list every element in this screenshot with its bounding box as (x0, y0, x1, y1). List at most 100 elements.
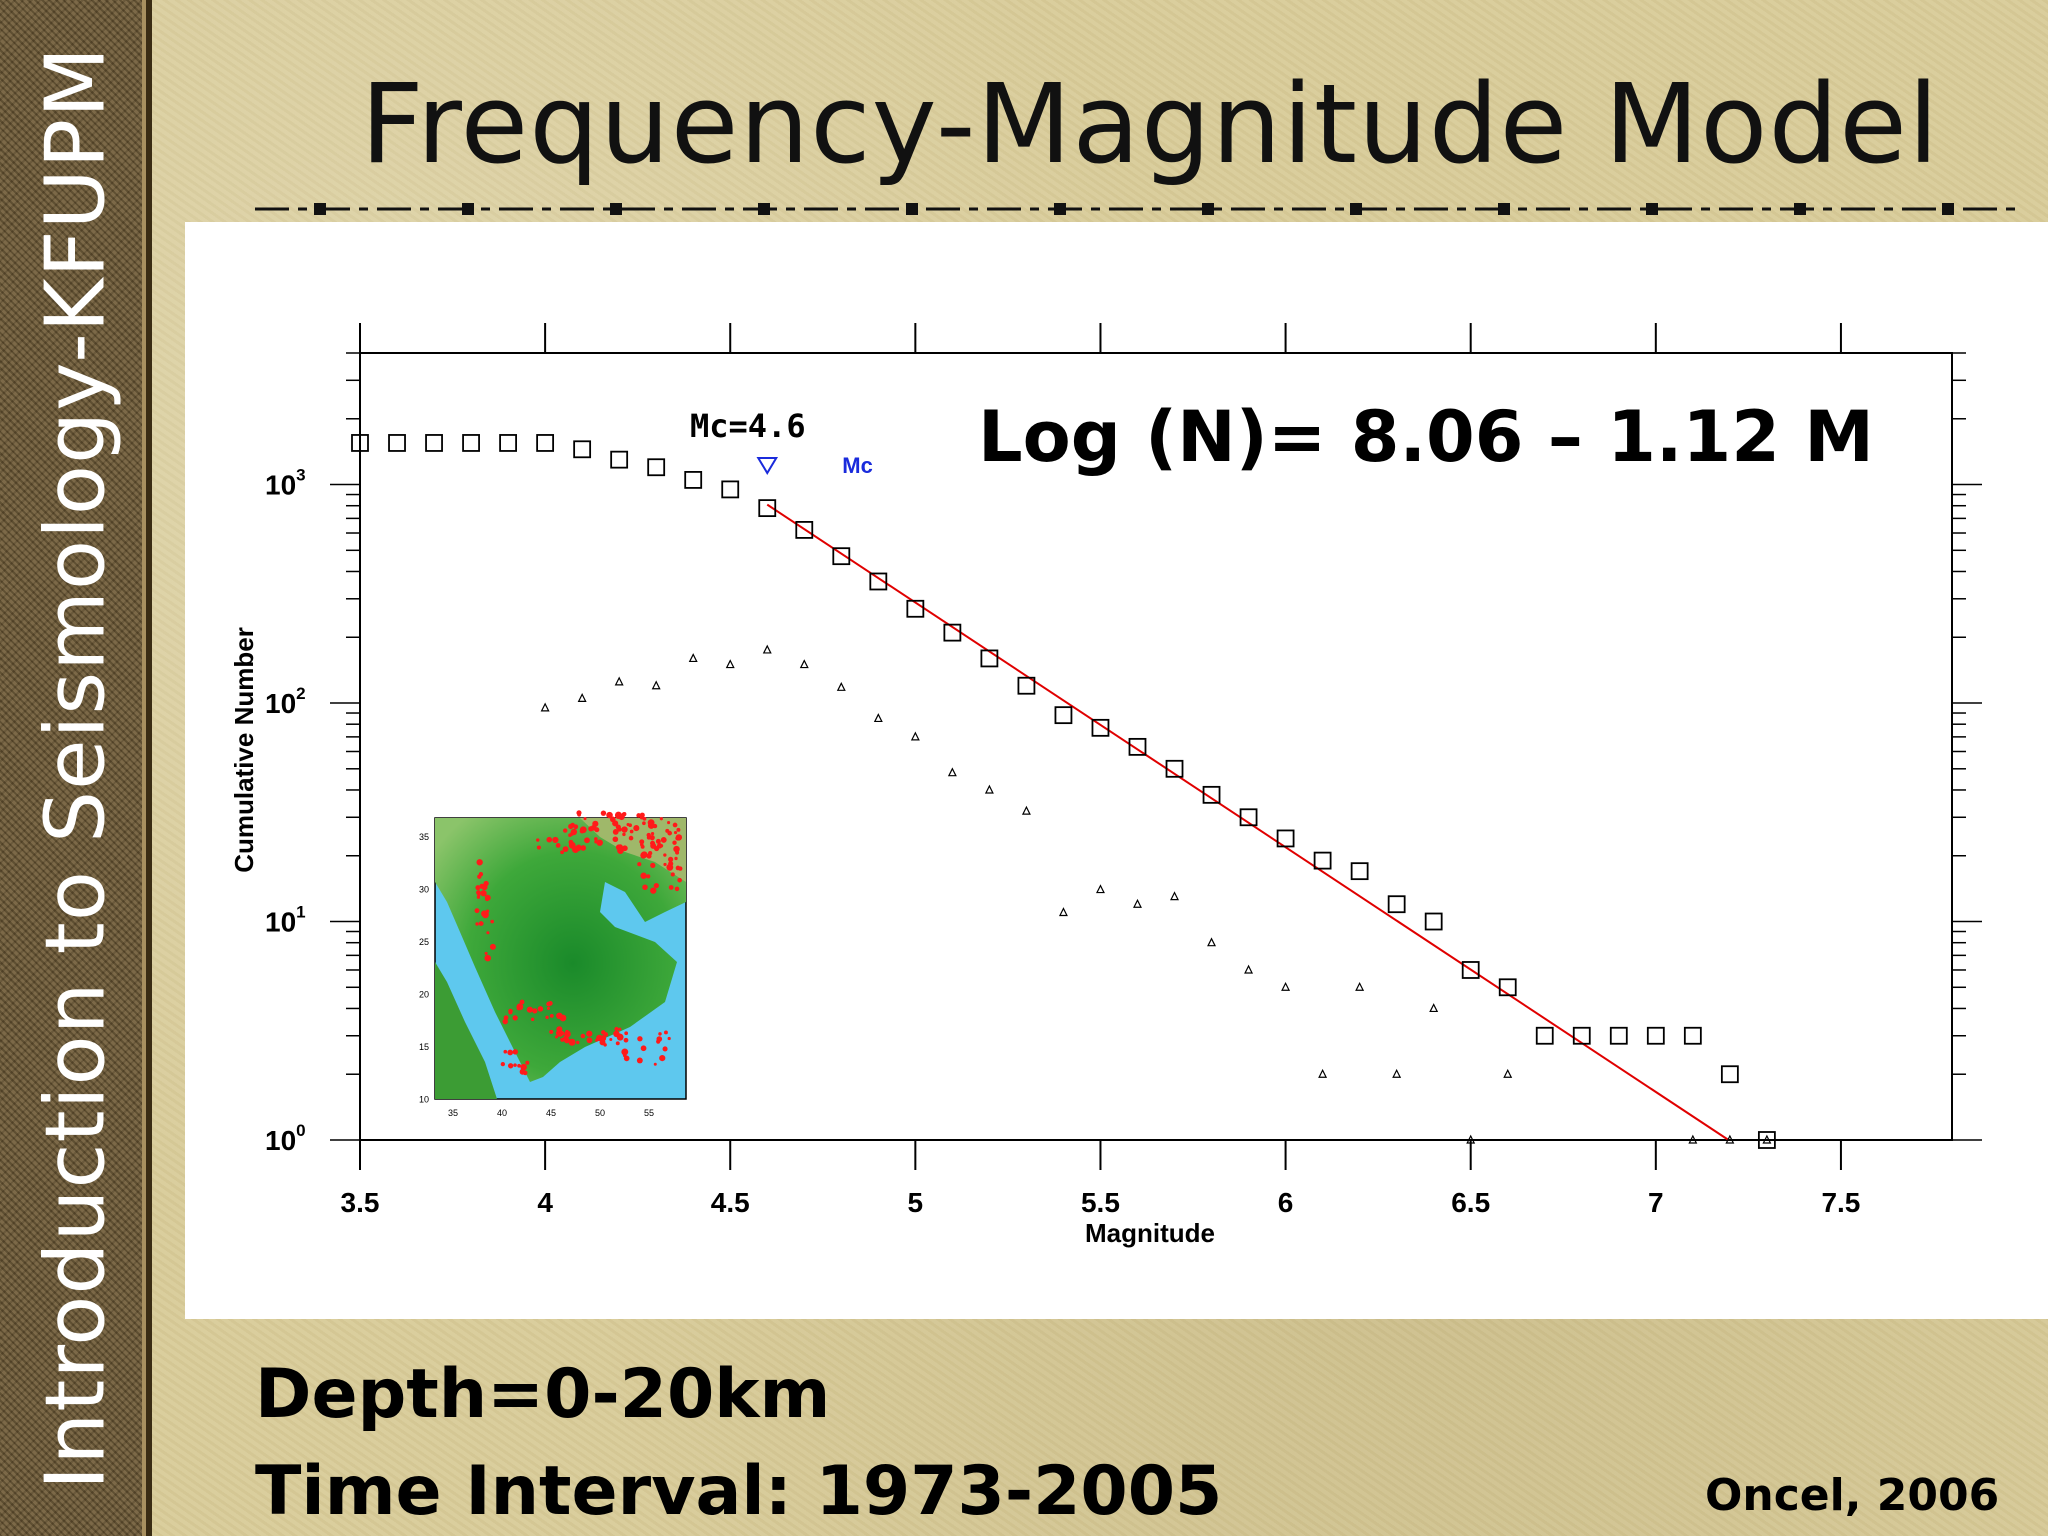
noncumulative-point (1058, 907, 1068, 917)
time-interval: Time Interval: 1973-2005 (255, 1452, 1223, 1531)
cumulative-point (647, 458, 666, 477)
inset-y-tick-label: 15 (419, 1042, 429, 1052)
noncumulative-point (577, 693, 587, 702)
divider-square (610, 203, 622, 215)
cumulative-point (721, 480, 740, 499)
noncumulative-point (1762, 1134, 1772, 1144)
cumulative-point (1313, 851, 1332, 870)
seismic-event-dot (667, 1036, 671, 1041)
divider-square (758, 203, 770, 215)
seismic-event-dot (621, 1048, 629, 1056)
landmass (435, 818, 686, 1082)
noncumulative-point (873, 713, 883, 723)
cumulative-point (1720, 1065, 1739, 1084)
seismic-event-dot (580, 1033, 586, 1039)
seismic-event-dot (615, 824, 621, 830)
seismic-event-dot (478, 921, 484, 926)
seismic-event-dot (503, 1049, 508, 1054)
cumulative-point (1572, 1026, 1591, 1045)
seismic-event-dot (614, 1026, 619, 1032)
seismic-event-dot (545, 1015, 549, 1019)
seismic-event-dot (656, 843, 663, 849)
seismic-event-dot (612, 836, 619, 843)
y-tick-label: 100 (265, 1121, 306, 1156)
divider-square (1498, 203, 1510, 215)
seismic-event-dot (647, 822, 655, 829)
seismic-event-dot (520, 1063, 527, 1071)
seismic-event-dot (519, 999, 525, 1005)
seismic-event-dot (583, 817, 587, 821)
divider-square (462, 203, 474, 215)
cumulative-point (1609, 1026, 1628, 1045)
seismic-event-dot (576, 1040, 580, 1045)
seismic-event-dot (569, 832, 574, 836)
seismic-event-dot (636, 813, 641, 818)
inset-map: 35 40 45 50 55 35 30 25 20 15 10 (419, 810, 687, 1118)
seismic-event-dot (614, 811, 622, 819)
seismic-event-dot (678, 866, 683, 871)
seismic-event-dot (640, 872, 647, 879)
seismic-event-dot (481, 884, 488, 891)
seismic-event-dot (668, 861, 674, 867)
x-tick-label: 4.5 (711, 1187, 750, 1218)
seismic-event-dot (546, 1006, 551, 1010)
seismic-event-dot (673, 845, 680, 853)
x-tick-label: 7.5 (1821, 1187, 1860, 1218)
seismic-event-dot (622, 832, 626, 837)
y-tick-label: 102 (265, 684, 306, 719)
inset-y-tick-label: 25 (419, 937, 429, 947)
seismic-event-dot (642, 821, 646, 826)
noncumulative-point (1021, 805, 1031, 815)
seismic-event-dot (667, 830, 673, 836)
y-tick-label: 103 (265, 466, 306, 501)
noncumulative-point (910, 731, 920, 741)
seismic-event-dot (579, 828, 585, 834)
seismic-event-dot (628, 835, 634, 841)
seismic-event-dot (640, 851, 648, 859)
seismic-event-dot (673, 831, 678, 835)
seismic-event-dot (548, 1001, 553, 1006)
inset-x-tick-label: 55 (644, 1108, 654, 1118)
seismic-event-dot (612, 828, 619, 835)
seismic-event-dot (490, 919, 494, 924)
seismic-event-dot (519, 1068, 526, 1075)
seismic-event-dot (646, 832, 651, 838)
seismic-event-dot (667, 821, 671, 825)
seismic-event-dot (663, 853, 667, 857)
noncumulative-point (1244, 964, 1254, 974)
seismic-event-dot (659, 817, 663, 821)
noncumulative-point (836, 681, 846, 691)
seismic-event-dot (640, 842, 644, 847)
seismic-event-dot (675, 850, 680, 855)
seismic-event-dot (512, 1015, 518, 1021)
seismic-event-dot (664, 1030, 668, 1035)
seismic-event-dot (536, 845, 541, 850)
noncumulative-point (1466, 1134, 1476, 1144)
noncumulative-point (1503, 1068, 1513, 1078)
seismic-event-dot (565, 1029, 569, 1034)
seismic-event-dot (486, 931, 490, 935)
divider-square (1794, 203, 1806, 215)
seismic-event-dot (526, 1006, 533, 1013)
frequency-magnitude-chart: 3.5 4 4.5 5 5.5 6 6.5 7 7.5 100 101 102 103 Magnitu… (229, 323, 1982, 1248)
seismic-event-dot (649, 835, 655, 841)
cumulative-point (462, 434, 480, 452)
seismic-event-dot (554, 1035, 559, 1039)
cumulative-point (1535, 1026, 1554, 1045)
seismic-event-dot (656, 1039, 661, 1044)
noncumulative-point (1429, 1003, 1439, 1013)
seismic-event-dot (474, 908, 480, 914)
seismic-event-dot (672, 822, 678, 828)
cumulative-point (536, 434, 555, 452)
seismic-event-dot (573, 824, 579, 830)
seismic-event-dot (596, 839, 603, 846)
divider-square (1942, 203, 1954, 215)
seismic-event-dot (536, 838, 540, 842)
seismic-event-dot (606, 811, 613, 819)
seismic-event-dot (549, 1013, 554, 1018)
seismic-event-dot (658, 1032, 662, 1036)
cumulative-point (1165, 759, 1184, 778)
x-tick-label: 3.5 (341, 1187, 380, 1218)
cumulative-point (758, 499, 777, 518)
seismic-event-dot (636, 1057, 643, 1064)
